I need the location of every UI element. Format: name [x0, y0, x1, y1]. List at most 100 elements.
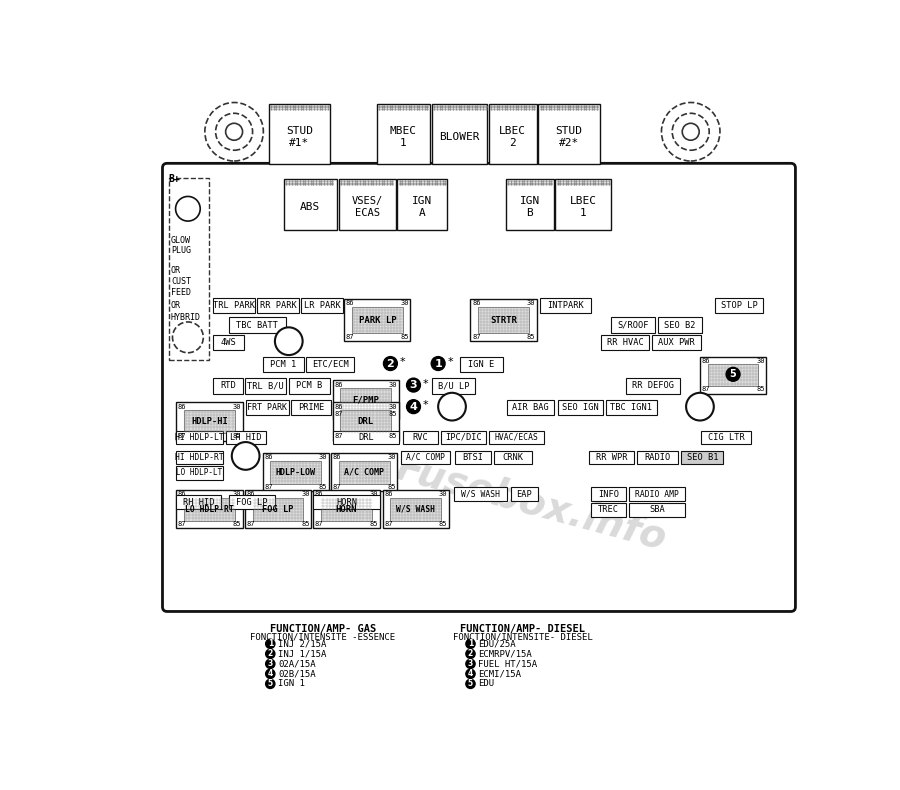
- Text: PCM 1: PCM 1: [270, 359, 296, 369]
- Bar: [344, 299, 410, 341]
- Text: PRIME: PRIME: [298, 403, 324, 412]
- Text: 2: 2: [386, 359, 394, 368]
- Bar: [658, 318, 702, 333]
- Text: EDU: EDU: [478, 679, 494, 688]
- Text: SBA: SBA: [649, 506, 665, 514]
- Bar: [471, 299, 536, 341]
- Circle shape: [266, 659, 274, 668]
- Bar: [555, 179, 610, 230]
- Text: AIR BAG: AIR BAG: [512, 403, 549, 412]
- Text: TRL PARK: TRL PARK: [213, 301, 255, 310]
- Bar: [313, 490, 380, 529]
- Text: F/PMP: F/PMP: [352, 395, 379, 404]
- Circle shape: [466, 649, 475, 658]
- Text: 86: 86: [178, 404, 186, 409]
- Text: 30: 30: [232, 491, 241, 498]
- Text: BTSI: BTSI: [463, 453, 483, 462]
- Circle shape: [176, 197, 200, 221]
- Bar: [333, 381, 399, 419]
- Text: SEO B2: SEO B2: [664, 321, 696, 329]
- Text: 30: 30: [389, 404, 397, 409]
- Text: 87: 87: [701, 386, 710, 392]
- Bar: [263, 453, 328, 491]
- Bar: [540, 298, 590, 314]
- Bar: [506, 179, 554, 230]
- Bar: [213, 298, 255, 314]
- Text: VSES/
ECAS: VSES/ ECAS: [352, 197, 382, 218]
- Circle shape: [407, 378, 420, 392]
- Text: 87: 87: [315, 521, 323, 527]
- Text: B+: B+: [168, 174, 180, 184]
- Text: 30: 30: [756, 358, 765, 364]
- Bar: [291, 400, 331, 415]
- Bar: [257, 298, 299, 314]
- Text: HORN: HORN: [336, 505, 357, 514]
- Text: STRTR: STRTR: [491, 315, 517, 325]
- Text: EDU/25A: EDU/25A: [478, 639, 516, 649]
- Text: ECMI/15A: ECMI/15A: [478, 669, 521, 679]
- Text: *: *: [423, 378, 428, 389]
- Text: IGN
B: IGN B: [519, 197, 540, 218]
- Text: 85: 85: [370, 521, 378, 527]
- Text: 5: 5: [267, 679, 273, 688]
- Text: 85: 85: [389, 412, 397, 417]
- Text: 4: 4: [267, 669, 273, 679]
- Text: 4WS: 4WS: [220, 338, 237, 348]
- Bar: [701, 431, 751, 445]
- Text: RH HID: RH HID: [183, 498, 214, 506]
- Bar: [176, 466, 222, 480]
- Bar: [432, 104, 488, 164]
- Circle shape: [726, 367, 740, 382]
- Text: SEO IGN: SEO IGN: [562, 403, 599, 412]
- Bar: [433, 105, 487, 110]
- Text: CRNK: CRNK: [502, 453, 523, 462]
- Bar: [289, 378, 330, 393]
- Text: STUD
#2*: STUD #2*: [555, 126, 582, 148]
- Text: 30: 30: [439, 491, 447, 498]
- Text: W/S WASH: W/S WASH: [461, 490, 500, 499]
- Bar: [590, 450, 634, 465]
- Text: LR PARK: LR PARK: [303, 301, 340, 310]
- Text: 85: 85: [439, 521, 447, 527]
- Text: RR WPR: RR WPR: [596, 453, 627, 462]
- Text: SEO B1: SEO B1: [687, 453, 718, 462]
- Bar: [213, 335, 244, 351]
- Bar: [508, 400, 554, 415]
- Text: 85: 85: [302, 521, 310, 527]
- Text: 1: 1: [435, 359, 442, 368]
- Bar: [284, 179, 337, 230]
- Circle shape: [266, 649, 274, 658]
- Bar: [376, 104, 430, 164]
- Bar: [490, 105, 536, 110]
- Text: 85: 85: [319, 483, 328, 490]
- Text: RR HVAC: RR HVAC: [607, 338, 644, 348]
- Bar: [302, 298, 343, 314]
- Bar: [510, 487, 538, 502]
- Text: RR PARK: RR PARK: [259, 301, 296, 310]
- Text: FONCTION/INTENSITE -ESSENCE: FONCTION/INTENSITE -ESSENCE: [250, 632, 395, 641]
- Text: LO HDLP-LT: LO HDLP-LT: [176, 468, 222, 477]
- Text: 30: 30: [232, 404, 241, 409]
- Circle shape: [466, 659, 475, 668]
- Text: RTD: RTD: [220, 382, 236, 390]
- Text: HDLP-HI: HDLP-HI: [191, 417, 228, 426]
- Bar: [556, 180, 610, 185]
- Bar: [331, 453, 397, 491]
- Bar: [229, 495, 274, 509]
- Text: 30: 30: [302, 491, 310, 498]
- Text: 87: 87: [384, 521, 392, 527]
- Circle shape: [466, 669, 475, 679]
- Text: RVC: RVC: [412, 433, 428, 442]
- Text: 02B/15A: 02B/15A: [278, 669, 316, 679]
- Text: 85: 85: [232, 521, 241, 527]
- Bar: [454, 487, 508, 502]
- Bar: [382, 490, 449, 529]
- Bar: [176, 495, 221, 509]
- Text: 87: 87: [247, 521, 255, 527]
- Text: IPC/DIC: IPC/DIC: [446, 433, 482, 442]
- Bar: [313, 495, 380, 509]
- Bar: [460, 356, 503, 372]
- Bar: [377, 105, 429, 110]
- Text: FOG LP: FOG LP: [262, 505, 293, 514]
- Text: PARK LP: PARK LP: [358, 315, 396, 325]
